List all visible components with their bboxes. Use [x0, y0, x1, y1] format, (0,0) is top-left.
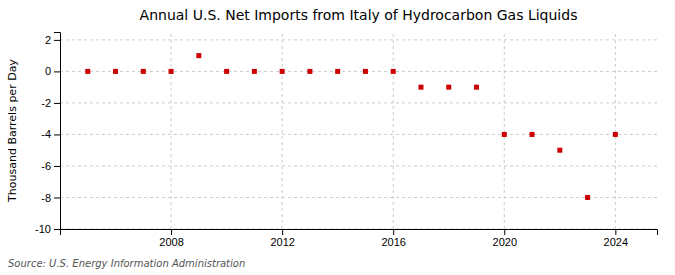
grid-line	[60, 39, 657, 40]
tick-label: -2	[41, 97, 51, 109]
point	[446, 85, 451, 90]
point	[335, 69, 340, 74]
tick: 2024	[604, 229, 628, 248]
tick-mark	[171, 229, 172, 235]
tick-label: -6	[41, 160, 51, 172]
tick-mark	[54, 40, 60, 41]
point	[196, 53, 201, 58]
point	[307, 69, 312, 74]
point	[585, 195, 590, 200]
tick-label: 2024	[604, 236, 628, 248]
point	[85, 69, 90, 74]
tick: -10	[35, 223, 60, 235]
point	[530, 132, 535, 137]
tick: 0	[45, 65, 60, 77]
tick: -6	[41, 160, 60, 172]
point	[613, 132, 618, 137]
grid-line	[60, 165, 657, 166]
grid-line	[504, 32, 505, 229]
point	[169, 69, 174, 74]
grid	[60, 32, 657, 229]
grid-line	[615, 32, 616, 229]
tick-label: 2008	[159, 236, 183, 248]
tick-label: -10	[35, 223, 51, 235]
tick: 2020	[493, 229, 517, 248]
tick-mark	[54, 197, 60, 198]
plot-area	[85, 53, 618, 200]
tick: 2008	[159, 229, 183, 248]
tick-mark	[615, 229, 616, 235]
tick-mark	[54, 103, 60, 104]
x-axis: 2008 2012 2016 2020 2024	[61, 229, 658, 248]
point	[363, 69, 368, 74]
point	[418, 85, 423, 90]
grid-line	[60, 71, 657, 72]
tick: 2012	[270, 229, 294, 248]
axis-line	[54, 33, 61, 230]
source-note: Source: U.S. Energy Information Administ…	[8, 258, 245, 269]
grid-line	[393, 32, 394, 229]
grid-line	[60, 102, 657, 103]
tick-mark	[54, 71, 60, 72]
tick: -4	[41, 128, 60, 140]
chart: 2008 2012 2016 2020 2024 -10 -8 -6 -4 -2 0 2 Annual …	[0, 0, 675, 275]
tick-mark	[54, 229, 60, 230]
tick-mark	[282, 229, 283, 235]
tick-label: 0	[45, 65, 51, 77]
point	[224, 69, 229, 74]
tick-mark	[393, 229, 394, 235]
title: Annual U.S. Net Imports from Italy of Hy…	[140, 7, 578, 23]
tick-label: 2020	[493, 236, 517, 248]
grid-line	[171, 32, 172, 229]
tick-mark	[54, 166, 60, 167]
axis-line	[61, 230, 658, 236]
tick-label: -4	[41, 128, 51, 140]
point	[141, 69, 146, 74]
point	[557, 148, 562, 153]
y-axis-title: Thousand Barrels per Day	[6, 59, 19, 203]
tick-mark	[54, 134, 60, 135]
point	[252, 69, 257, 74]
grid-line	[282, 32, 283, 229]
tick-label: 2	[45, 34, 51, 46]
tick-label: -8	[41, 192, 51, 204]
point	[502, 132, 507, 137]
tick-label: 2012	[270, 236, 294, 248]
y-axis: -10 -8 -6 -4 -2 0 2	[35, 33, 60, 236]
point	[113, 69, 118, 74]
point	[391, 69, 396, 74]
grid-line	[60, 134, 657, 135]
tick-mark	[504, 229, 505, 235]
tick: -8	[41, 192, 60, 204]
tick: 2	[45, 34, 60, 46]
point	[474, 85, 479, 90]
point	[280, 69, 285, 74]
tick: 2016	[381, 229, 405, 248]
tick-label: 2016	[381, 236, 405, 248]
tick: -2	[41, 97, 60, 109]
grid-line	[60, 197, 657, 198]
